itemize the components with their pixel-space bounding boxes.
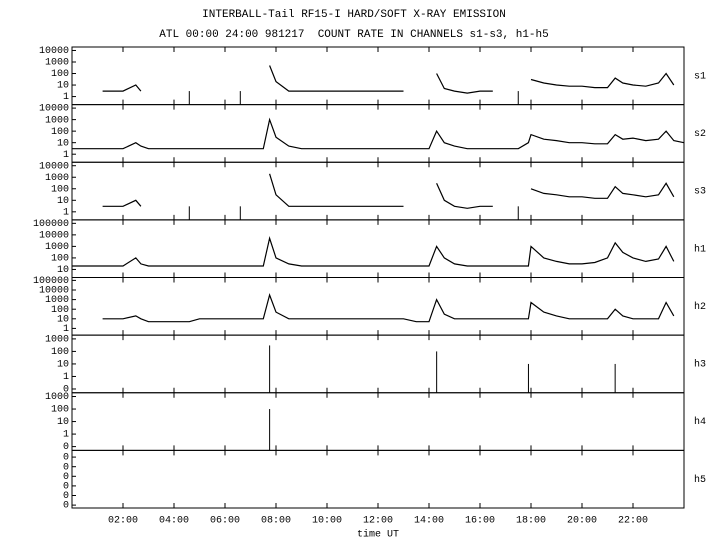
- x-tick-label: 08:00: [261, 516, 291, 527]
- y-tick-label: 0: [63, 385, 69, 396]
- chart-title: INTERBALL-Tail RF15-I HARD/SOFT X-RAY EM…: [202, 9, 506, 21]
- y-tick-label: 0: [63, 472, 69, 483]
- data-line: [102, 84, 142, 92]
- data-line: [102, 199, 142, 207]
- y-tick-label: 100: [51, 347, 69, 358]
- y-tick-label: 100: [51, 69, 69, 80]
- y-tick-label: 0: [63, 482, 69, 493]
- y-tick-label: 100000: [33, 276, 69, 287]
- data-line: [269, 65, 404, 92]
- y-tick-label: 10000: [39, 46, 69, 57]
- y-tick-label: 10: [57, 265, 69, 276]
- y-tick-label: 0: [63, 442, 69, 453]
- data-line: [72, 117, 685, 150]
- series-label: s3: [694, 187, 706, 198]
- y-tick-label: 100: [51, 254, 69, 265]
- x-tick-label: 14:00: [414, 516, 444, 527]
- y-tick-label: 1000: [45, 58, 69, 69]
- y-tick-label: 1000: [45, 173, 69, 184]
- y-tick-label: 1: [63, 324, 69, 335]
- x-tick-label: 10:00: [312, 516, 342, 527]
- x-tick-label: 02:00: [108, 516, 138, 527]
- x-tick-label: 12:00: [363, 516, 393, 527]
- data-line: [436, 73, 493, 94]
- y-tick-label: 10000: [39, 286, 69, 297]
- data-line: [530, 182, 675, 199]
- data-line: [530, 72, 675, 89]
- y-tick-label: 1: [63, 92, 69, 103]
- y-tick-label: 0: [63, 491, 69, 502]
- y-tick-label: 10: [57, 138, 69, 149]
- y-tick-label: 1000: [45, 115, 69, 126]
- y-tick-label: 10: [57, 417, 69, 428]
- y-tick-label: 10000: [39, 231, 69, 242]
- series-label: h3: [694, 359, 706, 371]
- data-line: [436, 183, 493, 209]
- series-label: h1: [694, 243, 706, 255]
- y-tick-label: 10: [57, 360, 69, 371]
- x-tick-label: 20:00: [567, 516, 597, 527]
- series-label: s2: [694, 129, 706, 140]
- series-label: h5: [694, 474, 706, 486]
- y-tick-label: 10: [57, 81, 69, 92]
- data-line: [102, 293, 675, 323]
- y-tick-label: 1: [63, 430, 69, 441]
- y-tick-label: 100000: [33, 219, 69, 230]
- y-tick-label: 100: [51, 405, 69, 416]
- y-tick-label: 1: [63, 207, 69, 218]
- series-label: h4: [694, 416, 706, 428]
- y-tick-label: 0: [63, 462, 69, 473]
- y-tick-label: 1000: [45, 242, 69, 253]
- y-tick-label: 100: [51, 127, 69, 138]
- y-tick-label: 1000: [45, 335, 69, 346]
- series-label: s1: [694, 71, 706, 82]
- x-tick-label: 04:00: [159, 516, 189, 527]
- x-tick-label: 16:00: [465, 516, 495, 527]
- y-tick-label: 100: [51, 184, 69, 195]
- series-label: h2: [694, 301, 706, 313]
- x-tick-label: 22:00: [618, 516, 648, 527]
- y-tick-label: 100: [51, 305, 69, 316]
- y-tick-label: 1000: [45, 392, 69, 403]
- y-tick-label: 0: [63, 453, 69, 464]
- x-tick-label: 18:00: [516, 516, 546, 527]
- y-tick-label: 10: [57, 314, 69, 325]
- y-tick-label: 1: [63, 150, 69, 161]
- x-axis-label: time UT: [357, 529, 399, 541]
- data-line: [72, 236, 675, 267]
- y-tick-label: 10: [57, 196, 69, 207]
- x-tick-label: 06:00: [210, 516, 240, 527]
- y-tick-label: 10000: [39, 161, 69, 172]
- y-tick-label: 1000: [45, 295, 69, 306]
- y-tick-label: 0: [63, 501, 69, 512]
- chart-subtitle: ATL 00:00 24:00 981217 COUNT RATE IN CHA…: [159, 29, 548, 41]
- data-line: [269, 173, 404, 207]
- y-tick-label: 10000: [39, 104, 69, 115]
- y-tick-label: 1: [63, 372, 69, 383]
